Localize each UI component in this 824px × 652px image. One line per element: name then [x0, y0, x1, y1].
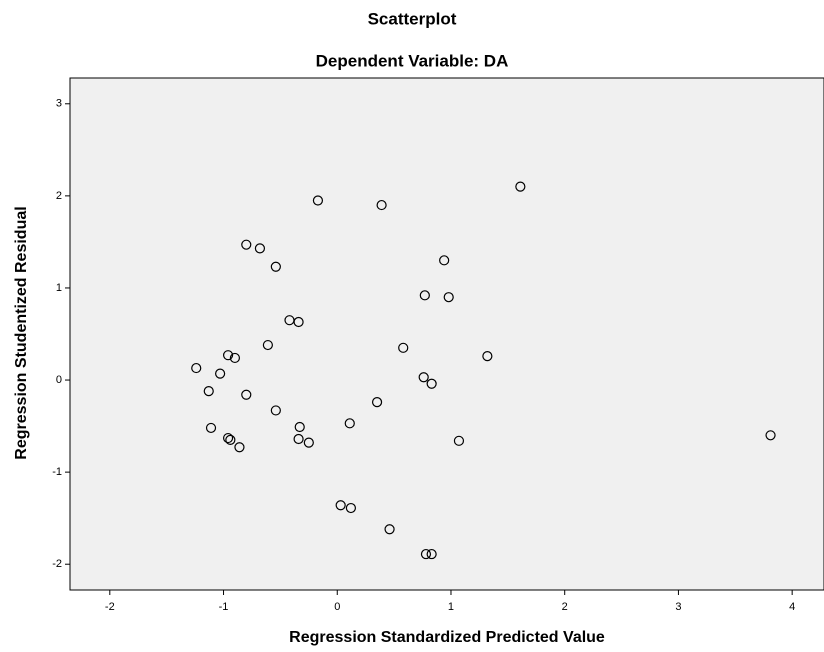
y-tick-label: 3 — [56, 98, 62, 110]
chart-subtitle: Dependent Variable: DA — [316, 51, 509, 70]
x-tick-label: 0 — [334, 601, 340, 613]
x-tick-label: 2 — [562, 601, 568, 613]
x-tick-label: 1 — [448, 601, 454, 613]
y-tick-label: -1 — [52, 466, 62, 478]
chart-title: Scatterplot — [368, 9, 457, 28]
x-tick-label: -1 — [219, 601, 229, 613]
x-tick-label: -2 — [105, 601, 115, 613]
chart: Scatterplot Dependent Variable: DA Regre… — [0, 0, 824, 652]
x-tick-label: 4 — [789, 601, 795, 613]
x-axis-title: Regression Standardized Predicted Value — [289, 629, 605, 646]
y-tick-label: -2 — [52, 558, 62, 570]
y-axis-title: Regression Studentized Residual — [13, 206, 30, 459]
y-tick-label: 2 — [56, 190, 62, 202]
y-tick-label: 0 — [56, 374, 62, 386]
plot-area — [70, 78, 824, 590]
y-tick-label: 1 — [56, 282, 62, 294]
x-tick-label: 3 — [675, 601, 681, 613]
